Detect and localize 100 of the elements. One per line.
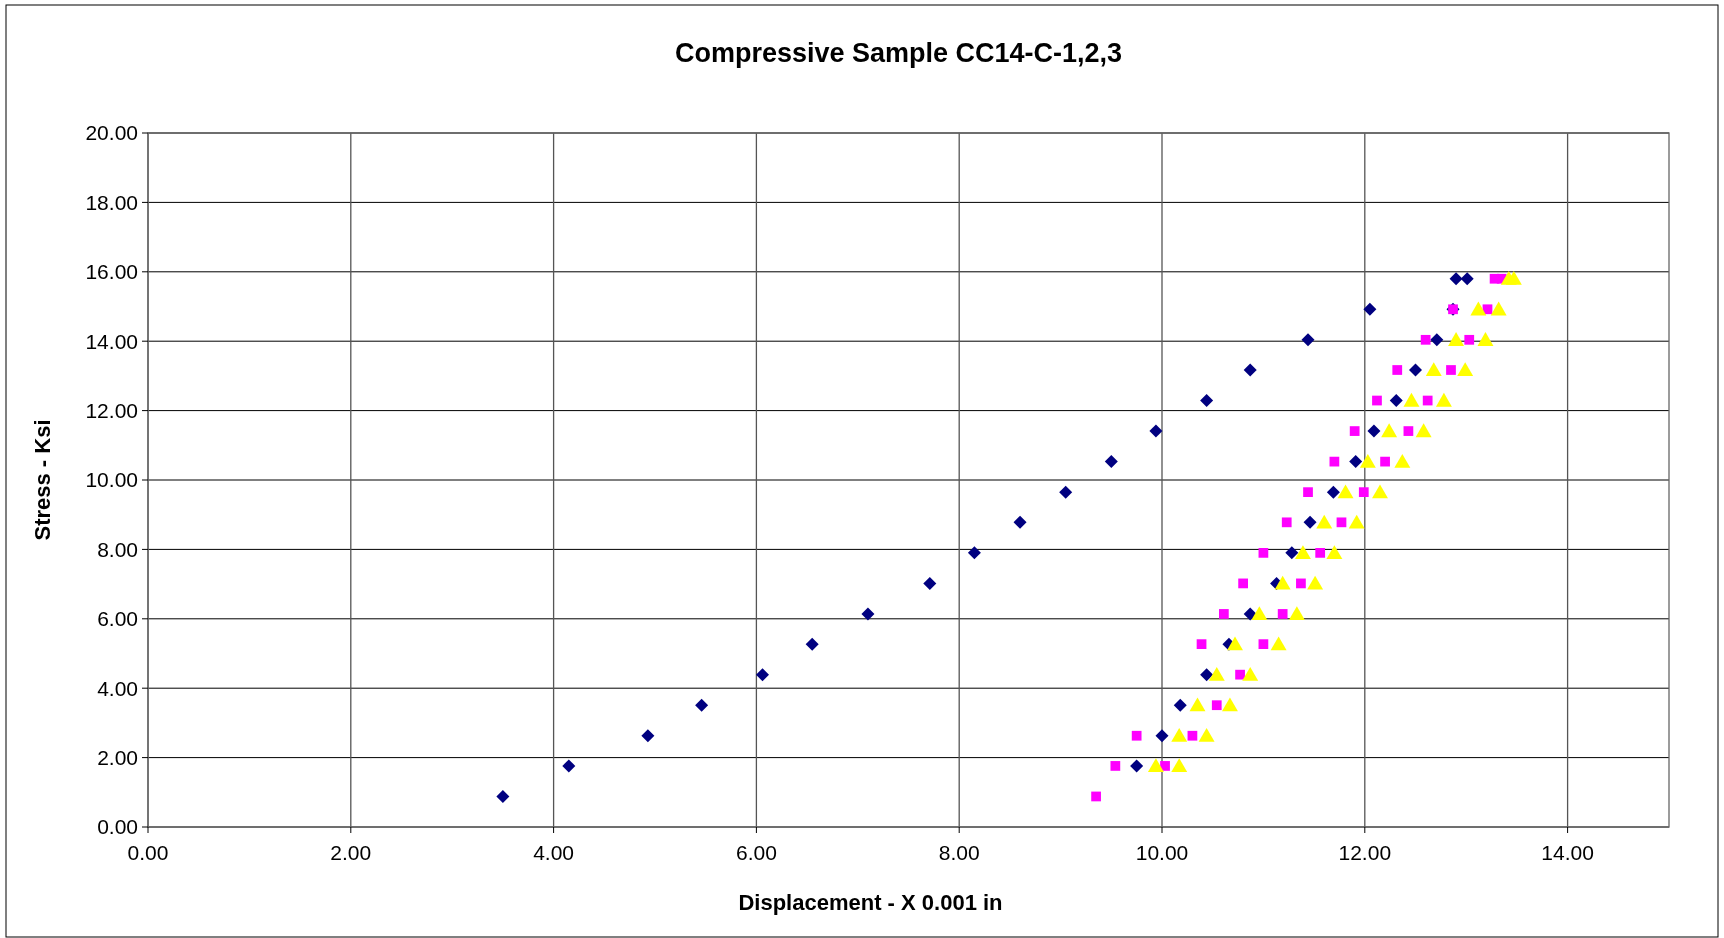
point <box>1242 666 1259 681</box>
y-tick-label: 12.00 <box>85 398 138 422</box>
point <box>1430 333 1444 347</box>
point <box>1238 578 1248 589</box>
x-tick-label: 4.00 <box>533 841 575 864</box>
point <box>1059 485 1073 499</box>
point <box>1448 332 1465 346</box>
point <box>1251 606 1268 621</box>
point <box>1358 487 1369 498</box>
point <box>1307 575 1324 590</box>
x-tick-label: 14.00 <box>1541 841 1594 864</box>
x-tick-label: 6.00 <box>735 841 777 864</box>
point <box>1367 424 1381 438</box>
y-tick-label: 0.00 <box>97 815 138 839</box>
point <box>1490 301 1507 316</box>
point <box>1200 394 1214 408</box>
point <box>1235 669 1245 680</box>
point <box>1285 546 1299 560</box>
point <box>1505 271 1522 285</box>
point <box>1446 365 1456 375</box>
point <box>1160 761 1170 771</box>
point <box>1403 426 1414 436</box>
point <box>1372 484 1388 499</box>
point <box>1187 730 1198 741</box>
point <box>1303 487 1313 498</box>
y-tick-label: 8.00 <box>97 537 138 561</box>
point <box>1013 515 1027 529</box>
x-tick-label: 2.00 <box>330 841 372 864</box>
point <box>1147 758 1164 773</box>
point <box>1349 455 1363 469</box>
point <box>1171 758 1188 773</box>
point <box>1288 606 1305 621</box>
point <box>1196 639 1207 649</box>
point <box>1470 301 1487 316</box>
point <box>1270 636 1287 651</box>
point <box>1149 424 1163 438</box>
point <box>861 607 875 621</box>
point <box>1363 302 1377 316</box>
point <box>1281 517 1292 528</box>
point <box>1218 609 1229 619</box>
point <box>1301 333 1315 347</box>
y-tick-label: 10.00 <box>85 468 138 492</box>
point <box>1208 666 1225 681</box>
point <box>1464 334 1475 345</box>
point <box>1274 575 1291 590</box>
y-tick-label: 20.00 <box>85 121 138 145</box>
point <box>1337 484 1354 499</box>
point <box>1221 697 1238 712</box>
point <box>923 576 937 590</box>
point <box>1173 698 1187 712</box>
point <box>1104 455 1118 469</box>
point <box>1336 517 1347 528</box>
point <box>1394 453 1411 468</box>
point <box>1171 728 1188 742</box>
point <box>1409 363 1422 377</box>
point <box>695 698 709 712</box>
point <box>1243 363 1257 377</box>
y-tick-label: 18.00 <box>85 190 138 214</box>
point <box>1326 485 1340 499</box>
point <box>1392 365 1403 375</box>
point <box>1198 728 1215 742</box>
point <box>1200 668 1214 682</box>
point <box>1415 423 1432 438</box>
point <box>1477 332 1494 346</box>
point <box>1227 636 1243 651</box>
point <box>1457 362 1474 377</box>
x-tick-label: 0.00 <box>127 841 169 864</box>
point <box>1130 759 1144 773</box>
y-tick-label: 2.00 <box>97 745 138 769</box>
x-tick-label: 10.00 <box>1135 841 1189 864</box>
point <box>1189 697 1206 712</box>
point <box>496 789 510 803</box>
point <box>1425 362 1442 377</box>
chart-title: Compressive Sample CC14-C-1,2,3 <box>674 38 1123 68</box>
y-tick-label: 6.00 <box>97 607 138 631</box>
point <box>1380 456 1390 467</box>
y-tick-label: 4.00 <box>97 676 138 700</box>
x-axis-title: Displacement - X 0.001 in <box>738 890 1003 915</box>
point <box>805 637 819 651</box>
point <box>1420 334 1431 345</box>
point <box>1211 700 1222 711</box>
point <box>1110 761 1121 771</box>
point <box>1435 392 1452 407</box>
point <box>1403 392 1420 407</box>
point <box>1389 394 1403 408</box>
point <box>1315 548 1326 558</box>
y-axis-title: Stress - Ksi <box>30 419 55 541</box>
point <box>1348 514 1365 529</box>
y-tick-label: 16.00 <box>85 260 138 284</box>
x-tick-label: 12.00 <box>1338 841 1392 864</box>
point <box>1277 609 1288 619</box>
point <box>1303 515 1317 529</box>
point <box>1349 426 1360 436</box>
point <box>1294 545 1311 559</box>
point <box>641 729 655 743</box>
point <box>1091 791 1101 802</box>
point <box>1155 729 1169 743</box>
point <box>1359 453 1376 468</box>
x-tick-label: 8.00 <box>938 841 980 864</box>
point <box>1258 639 1269 649</box>
